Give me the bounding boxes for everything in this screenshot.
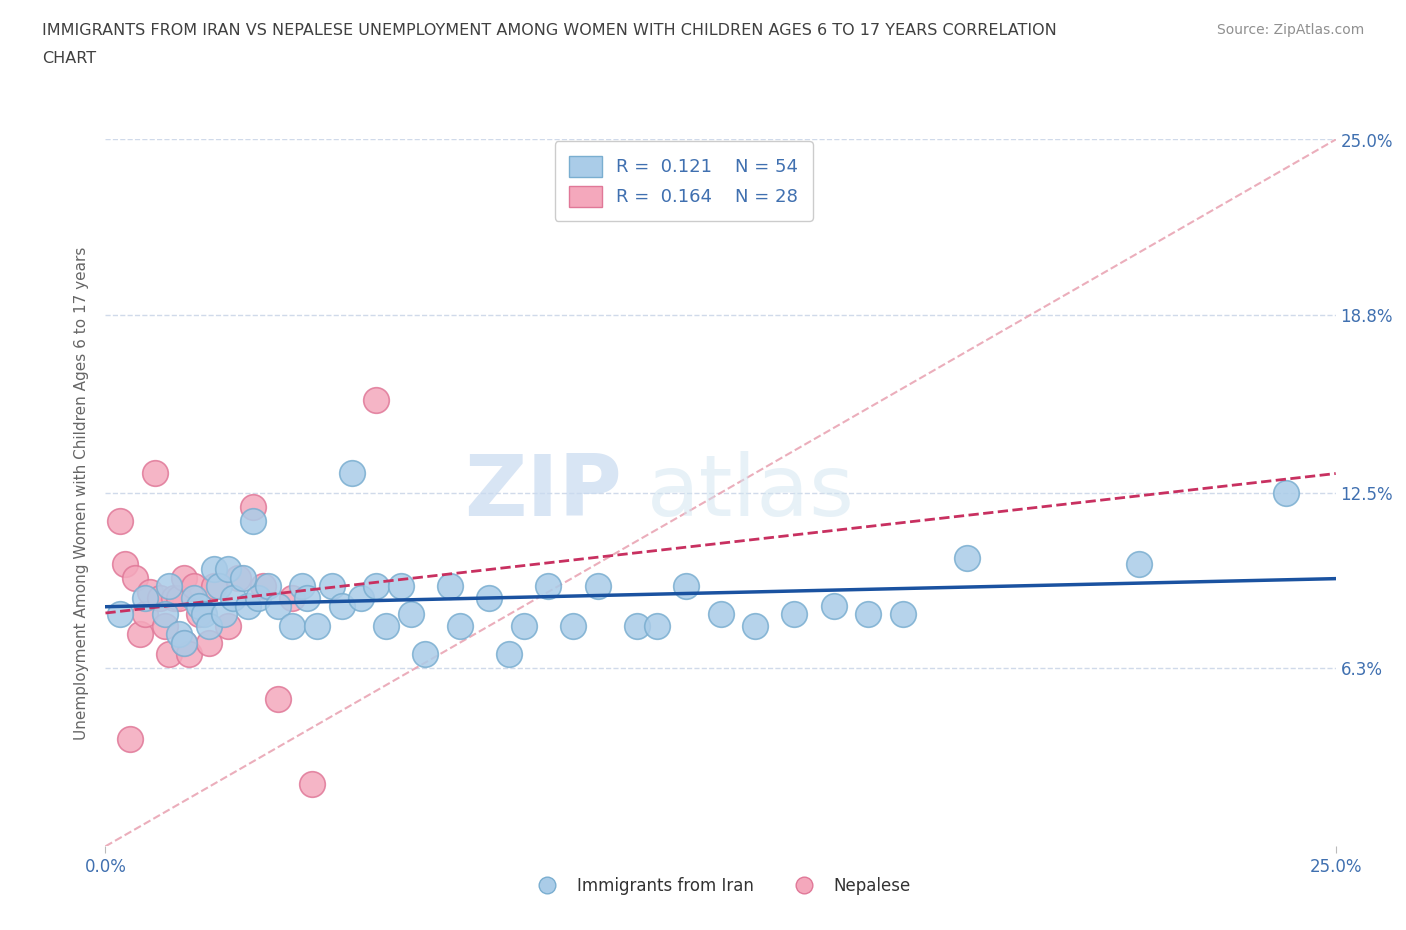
Point <box>188 599 211 614</box>
Point <box>257 578 280 593</box>
Point <box>330 599 353 614</box>
Text: IMMIGRANTS FROM IRAN VS NEPALESE UNEMPLOYMENT AMONG WOMEN WITH CHILDREN AGES 6 T: IMMIGRANTS FROM IRAN VS NEPALESE UNEMPLO… <box>42 23 1057 38</box>
Point <box>179 646 201 661</box>
Point <box>956 551 979 565</box>
Point <box>202 578 225 593</box>
Point <box>562 618 585 633</box>
Point <box>110 513 132 528</box>
Point <box>374 618 398 633</box>
Point <box>513 618 536 633</box>
Point <box>232 570 254 585</box>
Point <box>110 607 132 622</box>
Point <box>143 466 166 481</box>
Point <box>645 618 668 633</box>
Point <box>350 590 373 604</box>
Point <box>267 599 290 614</box>
Point <box>153 607 176 622</box>
Point <box>439 578 461 593</box>
Point <box>675 578 697 593</box>
Point <box>823 599 845 614</box>
Point <box>242 513 264 528</box>
Point <box>134 590 156 604</box>
Text: CHART: CHART <box>42 51 96 66</box>
Point <box>134 607 156 622</box>
Point <box>228 570 250 585</box>
Point <box>197 618 221 633</box>
Point <box>307 618 329 633</box>
Point <box>138 584 162 599</box>
Point <box>389 578 412 593</box>
Point <box>247 590 270 604</box>
Point <box>188 607 211 622</box>
Point <box>149 590 172 604</box>
Point <box>321 578 343 593</box>
Point <box>498 646 520 661</box>
Point <box>242 499 264 514</box>
Point <box>163 590 186 604</box>
Point <box>183 590 205 604</box>
Legend: Immigrants from Iran, Nepalese: Immigrants from Iran, Nepalese <box>523 870 918 901</box>
Point <box>159 578 180 593</box>
Point <box>153 618 176 633</box>
Point <box>297 590 319 604</box>
Point <box>1128 556 1150 571</box>
Point <box>208 578 231 593</box>
Point <box>281 590 304 604</box>
Point <box>173 635 195 650</box>
Point <box>586 578 609 593</box>
Point <box>222 590 245 604</box>
Point <box>1275 485 1298 500</box>
Point <box>183 578 205 593</box>
Point <box>478 590 501 604</box>
Point <box>124 570 146 585</box>
Point <box>783 607 806 622</box>
Point <box>291 578 314 593</box>
Point <box>236 599 260 614</box>
Point <box>129 627 152 642</box>
Point <box>212 607 235 622</box>
Text: atlas: atlas <box>647 451 855 535</box>
Point <box>449 618 471 633</box>
Point <box>169 590 191 604</box>
Point <box>197 635 221 650</box>
Point <box>301 777 323 791</box>
Point <box>415 646 437 661</box>
Point <box>710 607 733 622</box>
Text: Source: ZipAtlas.com: Source: ZipAtlas.com <box>1216 23 1364 37</box>
Point <box>626 618 648 633</box>
Point <box>218 618 240 633</box>
Point <box>173 570 195 585</box>
Point <box>366 392 388 407</box>
Point <box>193 607 215 622</box>
Point <box>891 607 914 622</box>
Point <box>537 578 560 593</box>
Point <box>399 607 422 622</box>
Point <box>744 618 766 633</box>
Point <box>159 646 180 661</box>
Point <box>340 466 363 481</box>
Point <box>114 556 136 571</box>
Y-axis label: Unemployment Among Women with Children Ages 6 to 17 years: Unemployment Among Women with Children A… <box>73 246 89 739</box>
Point <box>202 562 225 577</box>
Point <box>218 562 240 577</box>
Point <box>281 618 304 633</box>
Point <box>267 692 290 707</box>
Text: ZIP: ZIP <box>464 451 621 535</box>
Point <box>120 731 141 746</box>
Point <box>169 627 191 642</box>
Point <box>173 635 195 650</box>
Point <box>366 578 388 593</box>
Point <box>252 578 274 593</box>
Point <box>858 607 880 622</box>
